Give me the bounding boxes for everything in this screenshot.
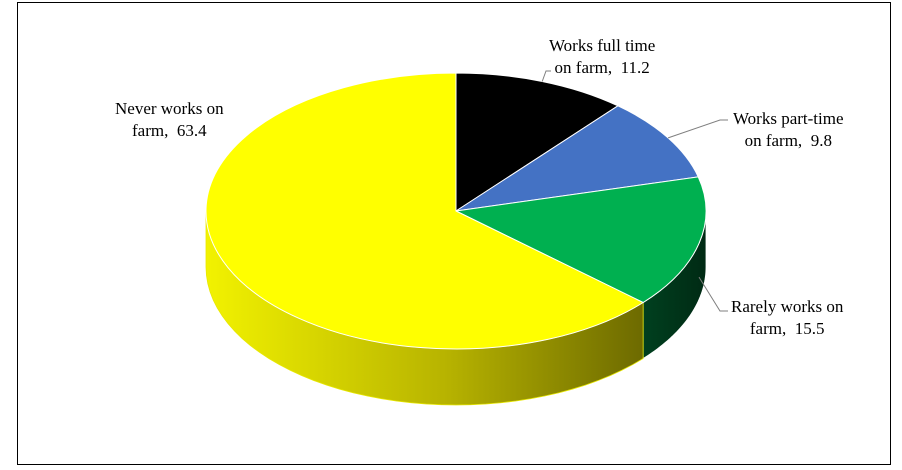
leader-line-part-time [667,119,728,139]
pie-chart [205,70,728,406]
slice-top-part-time [455,105,699,212]
leader-lines [541,70,728,312]
chart-area: Works full time on farm, 11.2 Works part… [17,2,891,465]
pie-top-faces [205,72,707,350]
slice-label-full-time: Works full time on farm, 11.2 [549,36,656,77]
leader-line-rarely [698,276,728,312]
slice-top-rarely [454,176,707,304]
slice-top-never [205,72,645,350]
leader-line-full-time [541,70,551,82]
slice-label-part-time: Works part-time on farm, 9.8 [733,109,844,150]
slice-label-rarely: Rarely works on farm, 15.5 [731,297,844,338]
slice-label-never: Never works on farm, 63.4 [115,99,224,140]
